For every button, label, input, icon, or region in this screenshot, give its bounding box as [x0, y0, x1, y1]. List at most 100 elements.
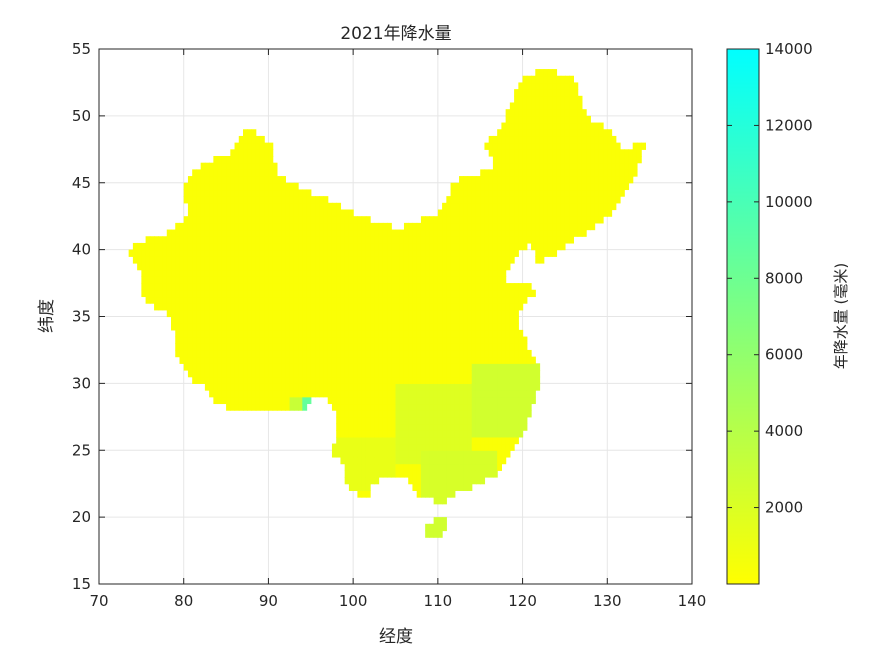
- heatmap-cell: [327, 202, 333, 211]
- heatmap-cell: [255, 343, 261, 351]
- heatmap-cell: [564, 222, 570, 231]
- heatmap-cell: [467, 416, 473, 425]
- heatmap-cell: [166, 276, 172, 284]
- heatmap-cell: [611, 176, 617, 184]
- heatmap-cell: [370, 222, 375, 231]
- heatmap-cell: [480, 443, 486, 451]
- heatmap-cell: [492, 343, 498, 351]
- x-axis-title: 经度: [379, 627, 413, 647]
- heatmap-cell: [509, 182, 515, 191]
- heatmap-cell: [192, 176, 198, 184]
- heatmap-cell: [399, 370, 405, 378]
- heatmap-cell: [594, 182, 600, 191]
- heatmap-cell: [370, 256, 375, 264]
- heatmap-cell: [459, 323, 464, 331]
- heatmap-cell: [264, 249, 270, 257]
- heatmap-cell: [480, 403, 486, 411]
- heatmap-cell: [522, 423, 528, 431]
- heatmap-cell: [268, 229, 274, 237]
- heatmap-cell: [166, 256, 172, 264]
- heatmap-cell: [497, 363, 502, 371]
- heatmap-cell: [450, 216, 456, 224]
- heatmap-cell: [408, 463, 414, 471]
- heatmap-cell: [209, 202, 214, 211]
- heatmap-cell: [569, 222, 574, 231]
- heatmap-cell: [514, 303, 519, 311]
- heatmap-cell: [323, 249, 329, 257]
- heatmap-cell: [298, 309, 303, 318]
- heatmap-cell: [323, 202, 329, 211]
- heatmap-cell: [357, 283, 363, 291]
- heatmap-cell: [459, 329, 464, 338]
- heatmap-cell: [488, 396, 494, 405]
- heatmap-cell: [471, 430, 477, 438]
- heatmap-cell: [446, 383, 452, 391]
- heatmap-cell: [285, 216, 291, 224]
- heatmap-cell: [484, 450, 490, 458]
- heatmap-cell: [535, 383, 541, 391]
- heatmap-cell: [480, 249, 486, 257]
- heatmap-cell: [480, 329, 486, 338]
- heatmap-cell: [319, 356, 325, 364]
- heatmap-cell: [488, 142, 494, 150]
- heatmap-cell: [319, 316, 325, 324]
- heatmap-cell: [340, 303, 346, 311]
- heatmap-cell: [243, 182, 248, 191]
- heatmap-cell: [382, 383, 388, 391]
- heatmap-cell: [353, 343, 358, 351]
- heatmap-cell: [514, 196, 519, 204]
- heatmap-cell: [361, 490, 367, 498]
- heatmap-cell: [497, 149, 502, 157]
- heatmap-cell: [501, 202, 507, 211]
- heatmap-cell: [319, 209, 325, 217]
- heatmap-cell: [183, 336, 189, 344]
- heatmap-cell: [200, 242, 206, 251]
- heatmap-cell: [632, 156, 638, 164]
- heatmap-cell: [531, 156, 536, 164]
- heatmap-cell: [374, 349, 380, 358]
- heatmap-cell: [492, 182, 498, 191]
- heatmap-cell: [293, 296, 299, 304]
- heatmap-cell: [213, 396, 219, 405]
- heatmap-cell: [226, 390, 231, 398]
- heatmap-cell: [408, 349, 414, 358]
- heatmap-cell: [179, 256, 185, 264]
- heatmap-cell: [399, 443, 405, 451]
- heatmap-cell: [289, 216, 295, 224]
- heatmap-cell: [192, 283, 198, 291]
- heatmap-cell: [446, 363, 452, 371]
- heatmap-cell: [603, 189, 608, 197]
- heatmap-cell: [226, 323, 231, 331]
- heatmap-cell: [399, 316, 405, 324]
- heatmap-cell: [454, 343, 460, 351]
- heatmap-cell: [543, 149, 549, 157]
- heatmap-cell: [276, 349, 282, 358]
- heatmap-cell: [344, 229, 350, 237]
- heatmap-cell: [213, 349, 219, 358]
- heatmap-cell: [463, 363, 469, 371]
- heatmap-cell: [319, 309, 325, 318]
- heatmap-cell: [344, 443, 350, 451]
- heatmap-cell: [183, 356, 189, 364]
- heatmap-cell: [547, 142, 553, 150]
- heatmap-cell: [251, 370, 257, 378]
- heatmap-cell: [454, 363, 460, 371]
- heatmap-cell: [264, 356, 270, 364]
- heatmap-cell: [437, 443, 443, 451]
- heatmap-cell: [243, 176, 248, 184]
- heatmap-cell: [183, 329, 189, 338]
- heatmap-cell: [586, 189, 591, 197]
- heatmap-cell: [446, 370, 452, 378]
- heatmap-cell: [433, 430, 439, 438]
- heatmap-cell: [433, 390, 439, 398]
- heatmap-cell: [331, 323, 337, 331]
- heatmap-cell: [450, 323, 456, 331]
- heatmap-cell: [501, 450, 507, 458]
- heatmap-cell: [319, 283, 325, 291]
- heatmap-cell: [302, 383, 308, 391]
- heatmap-cell: [259, 263, 265, 271]
- heatmap-cell: [488, 343, 494, 351]
- heatmap-cell: [552, 182, 558, 191]
- heatmap-cell: [251, 276, 257, 284]
